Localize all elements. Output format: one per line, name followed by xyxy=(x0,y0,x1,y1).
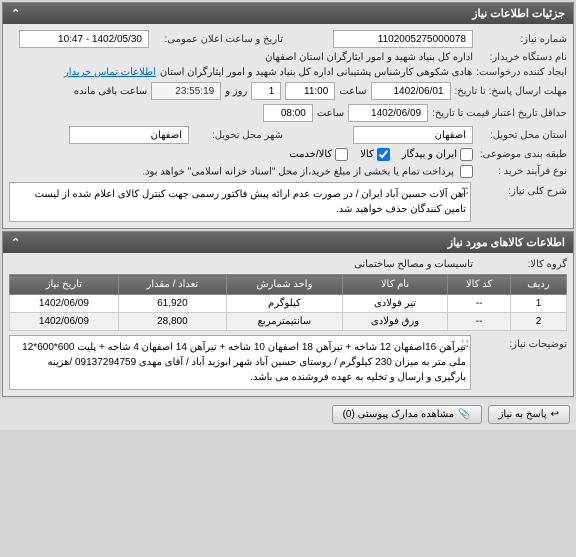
table-row[interactable]: 2 -- ورق فولادی سانتیمترمربع 28,800 1402… xyxy=(10,313,567,331)
goods-panel-title: اطلاعات کالاهای مورد نیاز xyxy=(448,236,565,249)
buyer-org-value: اداره کل بنیاد شهید و امور ایثارگران است… xyxy=(265,52,473,63)
deadline-resp-date: 1402/06/01 xyxy=(371,82,451,100)
deadline-resp-label: مهلت ارسال پاسخ: تا تاریخ: xyxy=(455,86,567,97)
info-panel-title: جزئیات اطلاعات نیاز xyxy=(472,7,565,20)
cat-goods-checkbox[interactable] xyxy=(377,148,390,161)
attachments-button[interactable]: 📎 مشاهده مدارک پیوستی (0) xyxy=(332,405,482,424)
day-label: روز و xyxy=(225,86,247,97)
th-date: تاریخ نیاز xyxy=(10,275,119,295)
city-label: شهر محل تحویل: xyxy=(193,130,283,141)
process-label: نوع فرآیند خرید : xyxy=(477,166,567,177)
info-panel-body: شماره نیاز: 1102005275000078 تاریخ و ساع… xyxy=(3,24,573,228)
th-code: کد کالا xyxy=(448,275,511,295)
need-no-label: شماره نیاز: xyxy=(477,34,567,45)
collapse-icon-2[interactable]: ⌃ xyxy=(11,236,20,249)
cat-iran[interactable]: ایران و بیدگار xyxy=(402,148,473,161)
public-date-label: تاریخ و ساعت اعلان عمومی: xyxy=(153,34,283,45)
time-label-2: ساعت xyxy=(317,108,344,119)
deadline-valid-date: 1402/06/09 xyxy=(348,104,428,122)
requester-value: هادی شکوهی کارشناس پشتیبانی اداره کل بنی… xyxy=(160,67,472,78)
table-header-row: ردیف کد کالا نام کالا واحد شمارش تعداد /… xyxy=(10,275,567,295)
province-label: استان محل تحویل: xyxy=(477,130,567,141)
remain-label: ساعت باقی مانده xyxy=(74,86,147,97)
footer-bar: ↩ پاسخ به نیاز 📎 مشاهده مدارک پیوستی (0) xyxy=(0,399,576,430)
expand-icon-2[interactable]: ⛶ xyxy=(462,338,468,352)
goods-panel-header: اطلاعات کالاهای مورد نیاز ⌃ xyxy=(3,232,573,253)
info-panel: جزئیات اطلاعات نیاز ⌃ شماره نیاز: 110200… xyxy=(2,2,574,229)
goods-panel: اطلاعات کالاهای مورد نیاز ⌃ گروه کالا: ت… xyxy=(2,231,574,397)
goods-group-label: گروه کالا: xyxy=(477,259,567,270)
process-checkbox[interactable] xyxy=(460,165,473,178)
collapse-icon[interactable]: ⌃ xyxy=(11,7,20,20)
th-row: ردیف xyxy=(511,275,567,295)
deadline-valid-time: 08:00 xyxy=(263,104,313,122)
deadline-resp-time: 11:00 xyxy=(285,82,335,100)
attachment-icon: 📎 xyxy=(458,409,470,420)
province-value: اصفهان xyxy=(353,126,473,144)
deadline-days: 1 xyxy=(251,82,281,100)
city-value: اصفهان xyxy=(69,126,189,144)
countdown-value: 23:55:19 xyxy=(151,82,221,100)
goods-group-value: تاسیسات و مصالح ساختمانی xyxy=(354,259,473,270)
requester-label: ایجاد کننده درخواست: xyxy=(476,67,567,78)
goods-desc-label: توضیحات نیاز: xyxy=(477,335,567,350)
cat-services-checkbox[interactable] xyxy=(335,148,348,161)
th-unit: واحد شمارش xyxy=(226,275,342,295)
desc-label: شرح کلی نیاز: xyxy=(477,182,567,197)
cat-goods[interactable]: کالا xyxy=(360,148,390,161)
category-label: طبقه بندی موضوعی: xyxy=(477,149,567,160)
need-no-value: 1102005275000078 xyxy=(333,30,473,48)
desc-value: ⛶ آهن آلات حسین آباد ایران / در صورت عدم… xyxy=(9,182,471,222)
process-text: پرداخت تمام یا بخشی از مبلغ خرید،از محل … xyxy=(142,166,454,177)
time-label-1: ساعت xyxy=(339,86,366,97)
th-qty: تعداد / مقدار xyxy=(118,275,226,295)
process-option[interactable]: پرداخت تمام یا بخشی از مبلغ خرید،از محل … xyxy=(142,165,473,178)
reply-icon: ↩ xyxy=(551,409,559,420)
cat-iran-checkbox[interactable] xyxy=(460,148,473,161)
th-name: نام کالا xyxy=(342,275,447,295)
contact-link[interactable]: اطلاعات تماس خریدار xyxy=(64,67,156,78)
reply-button[interactable]: ↩ پاسخ به نیاز xyxy=(488,405,570,424)
cat-services[interactable]: کالا/خدمت xyxy=(289,148,348,161)
info-panel-header: جزئیات اطلاعات نیاز ⌃ xyxy=(3,3,573,24)
deadline-valid-label: حداقل تاریخ اعتبار قیمت تا تاریخ: xyxy=(432,108,567,119)
goods-desc-value: ⛶ تیرآهن 16اصفهان 12 شاخه + تیرآهن 18 اص… xyxy=(9,335,471,390)
buyer-org-label: نام دستگاه خریدار: xyxy=(477,52,567,63)
goods-panel-body: گروه کالا: تاسیسات و مصالح ساختمانی ردیف… xyxy=(3,253,573,396)
category-options: ایران و بیدگار کالا کالا/خدمت xyxy=(289,148,473,161)
expand-icon[interactable]: ⛶ xyxy=(462,185,468,199)
goods-table: ردیف کد کالا نام کالا واحد شمارش تعداد /… xyxy=(9,274,567,331)
table-row[interactable]: 1 -- تیر فولادی کیلوگرم 61,920 1402/06/0… xyxy=(10,295,567,313)
public-date-value: 1402/05/30 - 10:47 xyxy=(19,30,149,48)
